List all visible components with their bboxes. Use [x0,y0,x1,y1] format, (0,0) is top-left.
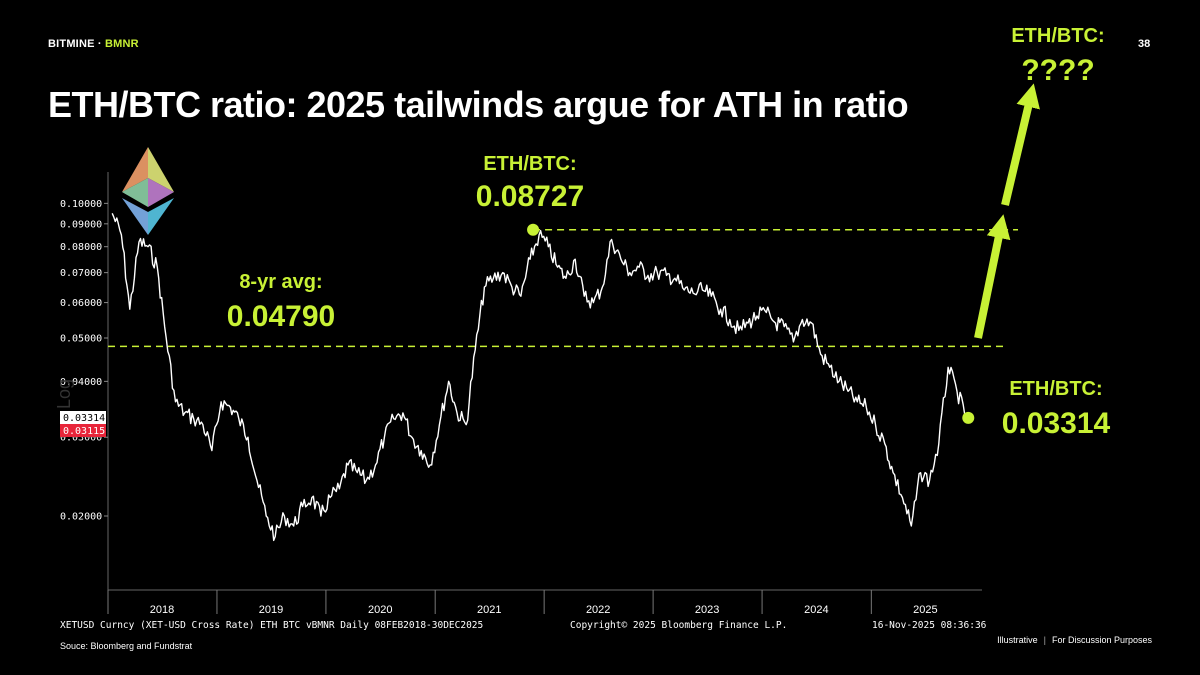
prev-price-tag-text: 0.03115 [63,426,105,437]
chart-description: XETUSD Curncy (XET-USD Cross Rate) ETH B… [60,620,483,631]
page-title: ETH/BTC ratio: 2025 tailwinds argue for … [48,84,909,125]
ath-marker [527,223,540,236]
prev-price-tag: 0.03115 [60,424,106,437]
y-tick-label: 0.03000 [60,433,102,444]
avg-value: 0.04790 [227,300,335,333]
x-tick-label: 2021 [477,604,501,616]
illustrative-text: Illustrative [997,635,1038,645]
y-tick-label: 0.07000 [60,268,102,279]
target-label: ETH/BTC: [1011,25,1104,47]
avg-label: 8-yr avg: [239,271,322,293]
y-axis-title: Log [54,379,74,409]
y-tick-label: 0.10000 [60,199,102,210]
ath-value: 0.08727 [476,180,584,213]
current-value: 0.03314 [1002,407,1111,440]
separator: | [1043,635,1046,645]
copyright: Copyright© 2025 Bloomberg Finance L.P. [570,620,787,631]
brand-name: BITMINE · [48,38,105,50]
x-tick-label: 2023 [695,604,719,616]
x-axis-ticks: 2018 2019 2020 2021 2022 2023 2024 2025 [107,590,938,616]
y-tick-label: 0.06000 [60,298,102,309]
x-tick-label: 2025 [913,604,937,616]
disclaimer: Illustrative | For Discussion Purposes [997,635,1152,645]
ath-label: ETH/BTC: [483,153,576,175]
y-tick-label: 0.09000 [60,219,102,230]
target-value: ???? [1021,54,1094,87]
discussion-text: For Discussion Purposes [1051,635,1152,645]
x-tick-label: 2020 [368,604,392,616]
last-price-tag: 0.03314 [60,411,106,424]
source-note: Souce: Bloomberg and Fundstrat [60,641,193,651]
x-tick-label: 2024 [804,604,828,616]
brand-ticker: BMNR [105,38,139,50]
up-arrow-lower [974,214,1011,339]
brand-header: BITMINE · BMNR [48,38,139,50]
y-tick-label: 0.02000 [60,512,102,523]
x-tick-label: 2022 [586,604,610,616]
y-axis-ticks: 0.10000 0.09000 0.08000 0.07000 0.06000 0.050… [60,199,108,523]
price-series-line [111,213,967,542]
y-tick-label: 0.08000 [60,242,102,253]
ethereum-icon [122,147,174,235]
x-tick-label: 2019 [259,604,283,616]
page-number: 38 [1138,38,1151,50]
last-price-tag-text: 0.03314 [63,413,105,424]
x-tick-label: 2018 [150,604,174,616]
y-tick-label: 0.05000 [60,334,102,345]
current-label: ETH/BTC: [1009,378,1102,400]
y-tick-label: 0.04000 [60,377,102,388]
current-marker [962,411,975,424]
timestamp: 16-Nov-2025 08:36:36 [872,620,987,631]
up-arrow-upper [1001,83,1040,206]
